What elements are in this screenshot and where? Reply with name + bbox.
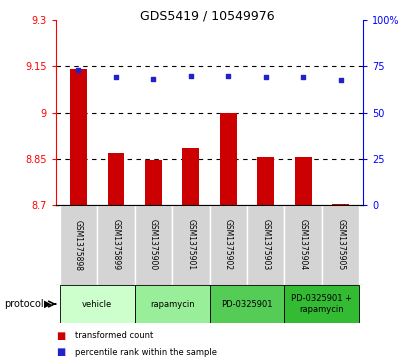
- Point: [75, 67, 82, 73]
- Bar: [322, 205, 359, 285]
- Bar: [97, 205, 135, 285]
- Bar: [60, 285, 135, 323]
- Bar: [60, 205, 97, 285]
- Text: protocol: protocol: [4, 299, 44, 309]
- Bar: [257, 157, 274, 205]
- Text: GSM1375899: GSM1375899: [112, 220, 120, 270]
- Point: [150, 76, 157, 82]
- Text: PD-0325901: PD-0325901: [221, 299, 273, 309]
- Point: [300, 74, 307, 80]
- Bar: [210, 285, 284, 323]
- Text: percentile rank within the sample: percentile rank within the sample: [75, 348, 217, 356]
- Bar: [332, 204, 349, 205]
- Text: ■: ■: [56, 331, 65, 341]
- Text: GSM1375900: GSM1375900: [149, 219, 158, 271]
- Bar: [135, 205, 172, 285]
- Bar: [172, 205, 210, 285]
- Point: [337, 77, 344, 83]
- Text: GSM1375902: GSM1375902: [224, 220, 233, 270]
- Text: GSM1375904: GSM1375904: [299, 219, 308, 271]
- Bar: [295, 157, 312, 205]
- Bar: [183, 148, 199, 205]
- Bar: [107, 152, 124, 205]
- Bar: [210, 205, 247, 285]
- Text: vehicle: vehicle: [82, 299, 112, 309]
- Bar: [247, 205, 284, 285]
- Bar: [70, 69, 87, 205]
- Point: [112, 74, 119, 80]
- Point: [262, 74, 269, 80]
- Bar: [220, 113, 237, 205]
- Text: ■: ■: [56, 347, 65, 357]
- Text: GSM1375898: GSM1375898: [74, 220, 83, 270]
- Bar: [145, 160, 162, 205]
- Bar: [284, 205, 322, 285]
- Point: [225, 73, 232, 78]
- Text: rapamycin: rapamycin: [150, 299, 195, 309]
- Text: GDS5419 / 10549976: GDS5419 / 10549976: [140, 9, 275, 22]
- Bar: [135, 285, 210, 323]
- Text: GSM1375905: GSM1375905: [336, 219, 345, 271]
- Point: [188, 74, 194, 79]
- Text: transformed count: transformed count: [75, 331, 153, 340]
- Text: GSM1375901: GSM1375901: [186, 220, 195, 270]
- Text: ▶: ▶: [44, 299, 51, 309]
- Text: GSM1375903: GSM1375903: [261, 219, 270, 271]
- Text: PD-0325901 +
rapamycin: PD-0325901 + rapamycin: [291, 294, 352, 314]
- Bar: [284, 285, 359, 323]
